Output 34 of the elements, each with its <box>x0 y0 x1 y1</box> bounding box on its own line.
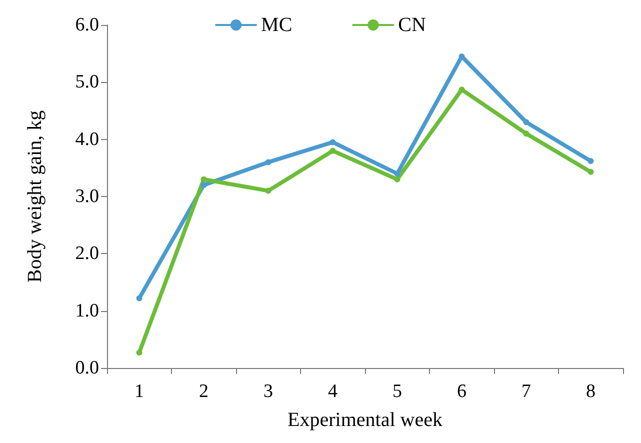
y-tick-label: 3.0 <box>75 186 99 207</box>
x-tick-label: 6 <box>457 381 466 402</box>
y-tick-label: 1.0 <box>75 300 99 322</box>
x-tick-label: 5 <box>392 381 402 402</box>
x-tick-label: 1 <box>134 381 144 402</box>
y-tick-label: 2.0 <box>75 243 99 264</box>
y-tick-label: 5.0 <box>75 72 99 93</box>
point <box>330 139 336 146</box>
point <box>394 176 400 182</box>
point <box>200 182 207 188</box>
y-tick-label: 0.0 <box>75 358 99 378</box>
point <box>458 86 465 93</box>
y-tick-label: 6.0 <box>75 14 99 36</box>
x-tick-label: 7 <box>522 381 531 402</box>
x-tick-label: 8 <box>586 381 596 402</box>
x-axis-title: Experimental week <box>288 409 442 431</box>
point <box>588 168 594 175</box>
y-axis-title: Body weight gain, kg <box>24 110 46 283</box>
point <box>136 350 142 356</box>
point <box>200 176 207 182</box>
legend-label: CN <box>398 14 426 36</box>
point <box>523 130 530 137</box>
point <box>265 159 272 166</box>
x-tick-label: 3 <box>264 381 273 402</box>
point <box>136 295 142 302</box>
point <box>523 119 530 126</box>
point <box>265 188 272 194</box>
x-tick-label: 2 <box>199 381 208 402</box>
x-tick-label: 4 <box>328 381 338 402</box>
point <box>330 148 336 154</box>
point <box>588 158 594 164</box>
legend-label: MC <box>261 14 292 36</box>
y-tick-label: 4.0 <box>75 128 99 150</box>
point <box>394 170 400 177</box>
